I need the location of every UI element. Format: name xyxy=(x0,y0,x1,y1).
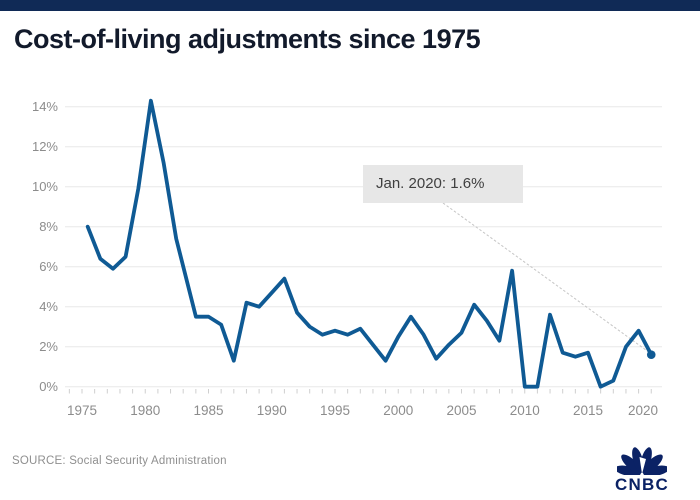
x-axis-label-2020: 2020 xyxy=(628,403,658,418)
cnbc-wordmark: CNBC xyxy=(615,475,669,494)
x-axis-label-1990: 1990 xyxy=(257,403,287,418)
x-axis-label-1985: 1985 xyxy=(193,403,223,418)
y-axis-label-4%: 4% xyxy=(39,299,58,314)
peacock-feather-6 xyxy=(643,465,667,475)
last-point-marker xyxy=(646,350,656,360)
peacock-feather-5 xyxy=(642,454,663,474)
x-axis-label-2010: 2010 xyxy=(510,403,540,418)
chart-title: Cost-of-living adjustments since 1975 xyxy=(14,24,481,54)
peacock-icon xyxy=(617,447,667,475)
x-axis-label-2000: 2000 xyxy=(383,403,413,418)
cola-line xyxy=(85,98,654,389)
x-axis-label-2005: 2005 xyxy=(446,403,476,418)
x-axis-label-1995: 1995 xyxy=(320,403,350,418)
x-axis-label-1975: 1975 xyxy=(67,403,97,418)
x-axis-label-1980: 1980 xyxy=(130,403,160,418)
peacock-feather-2 xyxy=(621,454,642,474)
y-axis-label-2%: 2% xyxy=(39,339,58,354)
y-axis-label-0%: 0% xyxy=(39,379,58,394)
y-axis-label-6%: 6% xyxy=(39,259,58,274)
annotation-connector xyxy=(442,202,649,353)
top-accent-bar xyxy=(0,0,700,11)
y-axis-label-12%: 12% xyxy=(32,139,58,154)
y-axis-label-14%: 14% xyxy=(32,99,58,114)
x-axis-label-2015: 2015 xyxy=(573,403,603,418)
source-credit: SOURCE: Social Security Administration xyxy=(12,455,227,467)
y-axis-label-10%: 10% xyxy=(32,179,58,194)
y-axis-label-8%: 8% xyxy=(39,219,58,234)
cnbc-logo: CNBC xyxy=(608,437,676,493)
annotation-callout: Jan. 2020: 1.6% xyxy=(363,165,523,203)
peacock-neck-gap xyxy=(639,457,646,474)
